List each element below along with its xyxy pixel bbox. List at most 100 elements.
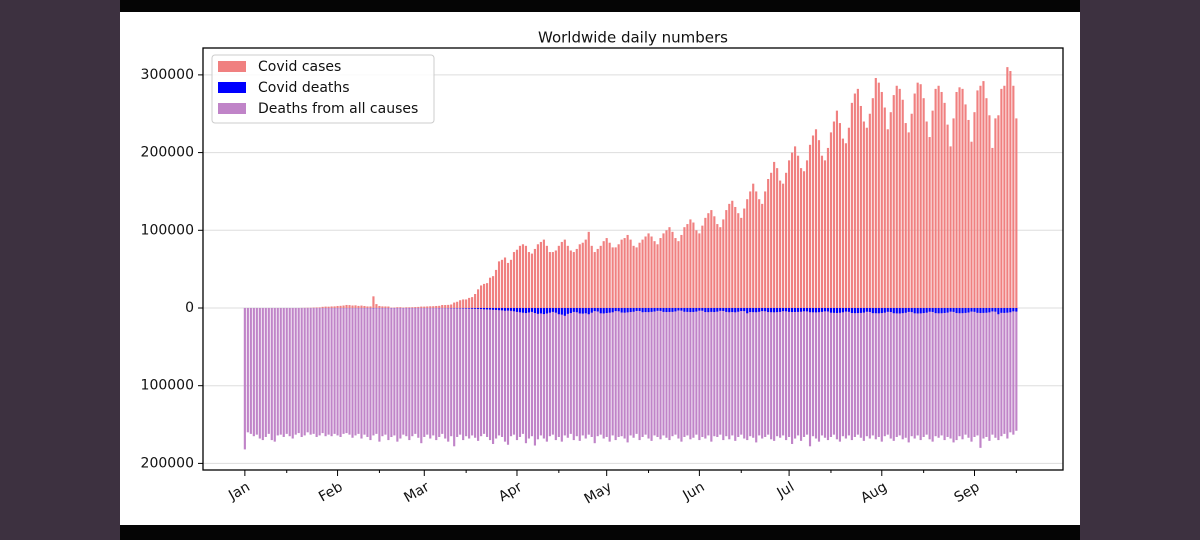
bar [859, 105, 862, 308]
bar [931, 110, 934, 308]
bar [623, 307, 626, 439]
bar [456, 307, 459, 437]
bar [444, 305, 447, 308]
bar [850, 102, 853, 308]
bar [680, 234, 683, 308]
bar [994, 118, 997, 308]
bar [456, 301, 459, 308]
bar [862, 121, 865, 308]
bar [509, 307, 513, 437]
bar [497, 261, 501, 308]
bar [381, 306, 384, 308]
bar [417, 307, 420, 438]
bar [599, 307, 602, 314]
bar [976, 307, 979, 313]
bar [581, 242, 584, 308]
bar [303, 307, 306, 436]
bar [961, 307, 964, 314]
bar [584, 307, 587, 314]
bar [868, 307, 871, 312]
bar [982, 81, 985, 308]
bar [961, 307, 964, 440]
bar [976, 90, 979, 308]
bar [764, 307, 767, 312]
bar [943, 307, 946, 441]
bar [267, 307, 270, 434]
bar [483, 307, 486, 434]
bar [360, 305, 363, 308]
bar [399, 307, 402, 439]
bar [859, 307, 862, 313]
bar [324, 306, 327, 308]
bar [973, 307, 976, 312]
bar [919, 307, 922, 314]
bar [791, 307, 794, 444]
bar [904, 307, 907, 313]
bar [662, 233, 665, 308]
bar [764, 191, 767, 308]
bar [638, 242, 641, 308]
bar [656, 244, 659, 308]
bottom-bar [120, 525, 1080, 540]
bar [468, 297, 471, 308]
bar [877, 307, 880, 437]
bar [650, 307, 653, 312]
bar [826, 307, 830, 441]
bar [680, 307, 683, 442]
bar [363, 305, 366, 308]
bar [647, 307, 650, 439]
bar [345, 304, 348, 308]
bar [970, 307, 973, 442]
bar [946, 307, 949, 437]
bar [689, 219, 692, 308]
bar [889, 112, 892, 308]
bar [853, 307, 856, 314]
bar [707, 307, 710, 313]
bar [506, 262, 510, 308]
bar [342, 307, 345, 434]
bar [617, 307, 620, 312]
bar [788, 160, 791, 308]
bar [892, 307, 895, 441]
bar [755, 307, 758, 443]
bar [731, 307, 734, 436]
legend-label: Covid cases [258, 59, 341, 75]
bar [698, 307, 701, 441]
bar [527, 252, 531, 308]
bar [808, 307, 812, 313]
bar [503, 307, 507, 311]
bar [438, 307, 441, 437]
bar [886, 307, 889, 312]
bar [847, 307, 850, 436]
bar [423, 306, 426, 308]
bar [369, 307, 372, 441]
bar [435, 305, 438, 308]
bar [659, 307, 662, 311]
bar [877, 307, 880, 314]
bar [940, 307, 943, 436]
bar [928, 307, 931, 440]
bar [563, 239, 566, 308]
bar [563, 307, 566, 316]
bar [958, 307, 961, 314]
bar [811, 307, 815, 437]
bar [444, 307, 447, 439]
bar [940, 91, 943, 308]
bar [366, 307, 369, 437]
bar [494, 307, 498, 310]
bar [826, 147, 830, 308]
bar [677, 241, 680, 308]
bar [835, 307, 839, 313]
bar [701, 225, 704, 308]
bar [707, 307, 710, 436]
bar [659, 238, 662, 308]
bar [695, 307, 698, 312]
bar [785, 307, 788, 441]
bar [665, 307, 668, 313]
bar [297, 307, 300, 434]
bar [321, 307, 324, 434]
bar [743, 208, 746, 308]
bar [641, 307, 644, 313]
chart-title: Worldwide daily numbers [538, 29, 728, 47]
